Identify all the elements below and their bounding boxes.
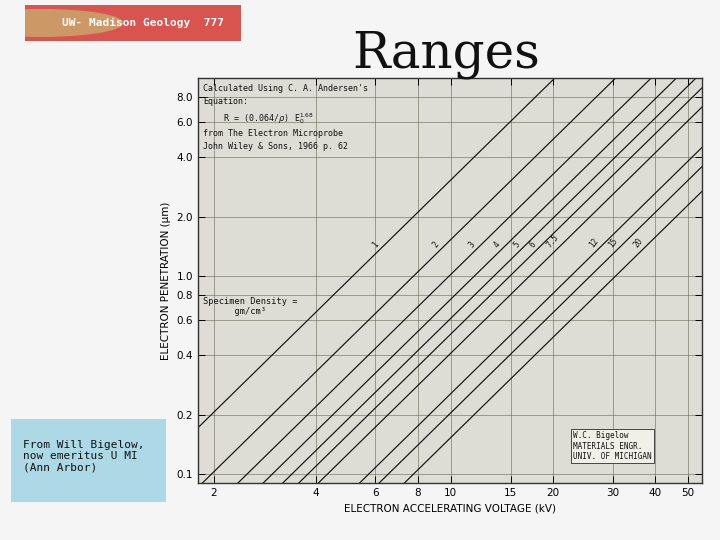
Text: 12: 12 — [587, 237, 600, 249]
Text: 7.5: 7.5 — [544, 233, 560, 249]
Text: Ranges: Ranges — [353, 30, 540, 79]
Circle shape — [0, 10, 122, 36]
Text: 20: 20 — [632, 237, 644, 249]
FancyBboxPatch shape — [11, 418, 166, 502]
Text: Specimen Density =
      gm/cm³: Specimen Density = gm/cm³ — [203, 297, 297, 316]
Text: Calculated Using C. A. Andersen's
Equation:
    R = (0.064/$\rho$) E$_0^{1.68}$
: Calculated Using C. A. Andersen's Equati… — [203, 84, 368, 151]
Text: 1: 1 — [371, 240, 380, 249]
Y-axis label: ELECTRON PENETRATION (μm): ELECTRON PENETRATION (μm) — [161, 201, 171, 360]
Text: 6: 6 — [528, 240, 538, 249]
X-axis label: ELECTRON ACCELERATING VOLTAGE (kV): ELECTRON ACCELERATING VOLTAGE (kV) — [344, 504, 556, 514]
Text: From Will Bigelow,
now emeritus U MI
(Ann Arbor): From Will Bigelow, now emeritus U MI (An… — [23, 440, 145, 472]
Text: W.C. Bigelow
MATERIALS ENGR.
UNIV. OF MICHIGAN: W.C. Bigelow MATERIALS ENGR. UNIV. OF MI… — [574, 431, 652, 461]
Text: 3: 3 — [467, 240, 477, 249]
Text: 4: 4 — [492, 240, 502, 249]
Text: UW- Madison Geology  777: UW- Madison Geology 777 — [62, 18, 224, 28]
FancyBboxPatch shape — [25, 5, 241, 40]
Text: 5: 5 — [512, 240, 522, 249]
Text: 2: 2 — [431, 240, 441, 249]
Text: 15: 15 — [607, 237, 619, 249]
